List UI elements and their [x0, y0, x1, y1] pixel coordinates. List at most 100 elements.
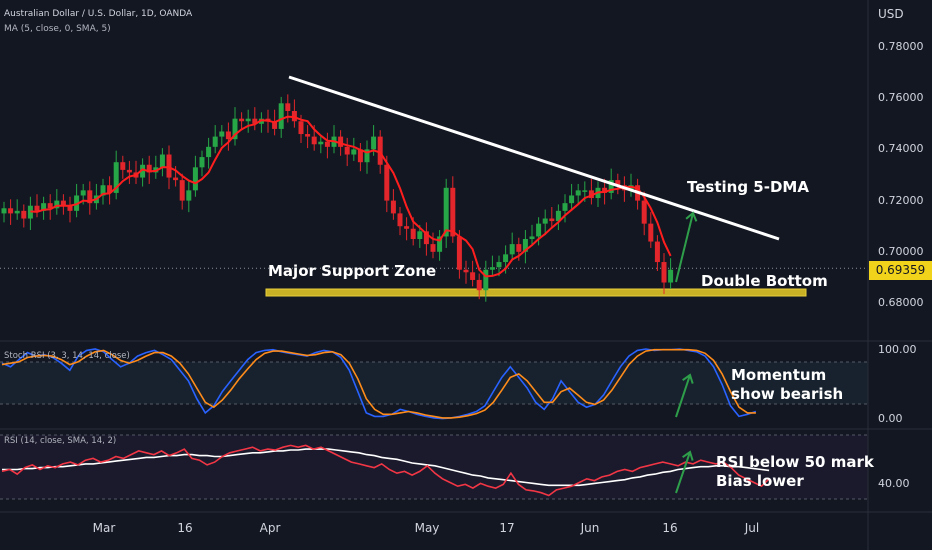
candle-body	[140, 164, 146, 178]
candle-body	[463, 269, 469, 273]
candle-body	[641, 200, 647, 224]
price-tick: 0.70000	[878, 245, 924, 258]
candle-body	[80, 190, 86, 196]
candle-body	[470, 272, 476, 280]
last-price-tag: 0.69359	[869, 261, 932, 280]
candle-body	[67, 205, 73, 211]
candle-body	[107, 185, 113, 193]
stoch-rsi-title: Stoch RSI (3, 3, 14, 14, close)	[4, 351, 130, 361]
candle-body	[582, 190, 588, 192]
candle-body	[21, 210, 27, 219]
candle-body	[225, 131, 231, 140]
candle-body	[364, 149, 370, 163]
candle-body	[338, 136, 344, 147]
candle-body	[357, 149, 363, 163]
candle-body	[206, 146, 212, 158]
candle-body	[351, 149, 357, 155]
x-tick: 17	[499, 521, 515, 535]
price-tick: 0.78000	[878, 40, 924, 53]
candle-body	[371, 136, 377, 150]
stoch-k-line	[1, 348, 757, 420]
x-tick: Jul	[744, 521, 760, 535]
ma-line	[30, 115, 672, 278]
price-arrow-icon-head	[685, 211, 698, 222]
testing-5dma-label: Testing 5-DMA	[687, 178, 809, 196]
candle-body	[278, 103, 284, 129]
candle-body	[324, 141, 330, 147]
candle-body	[450, 187, 456, 237]
candle-body	[14, 210, 20, 214]
candle-body	[562, 203, 568, 211]
x-tick: Apr	[259, 521, 281, 535]
candle-body	[404, 226, 410, 229]
candle-body	[536, 223, 542, 237]
double-bottom-label: Double Bottom	[701, 272, 828, 290]
candle-body	[146, 164, 152, 173]
candle-body	[179, 180, 185, 201]
price-tick: 0.76000	[878, 91, 924, 104]
candle-body	[232, 118, 238, 140]
candle-body	[159, 154, 165, 168]
candle-body	[390, 200, 396, 214]
candle-body	[192, 167, 198, 191]
candle-body	[476, 279, 482, 291]
rsi-label-line2: Bias lower	[716, 472, 804, 490]
candle-body	[509, 244, 515, 255]
stoch-tick: 0.00	[878, 412, 903, 425]
candle-body	[654, 241, 660, 263]
candle-body	[305, 134, 311, 137]
x-tick: May	[414, 521, 440, 535]
symbol-title: Australian Dollar / U.S. Dollar, 1D, OAN…	[4, 9, 193, 19]
x-tick: 16	[177, 521, 193, 535]
candle-body	[344, 146, 350, 155]
rsi-arrow-icon-head	[682, 450, 694, 461]
candle-body	[239, 118, 245, 122]
stoch-band	[0, 362, 868, 404]
candle-body	[377, 136, 383, 165]
candle-body	[219, 131, 225, 137]
candle-body	[311, 136, 317, 145]
candle-body	[173, 177, 179, 181]
candle-body	[569, 195, 575, 204]
candle-body	[615, 180, 621, 186]
candle-body	[397, 213, 403, 227]
price-tick: 0.68000	[878, 296, 924, 309]
candle-body	[199, 157, 205, 168]
candle-body	[483, 269, 489, 291]
candle-body	[555, 210, 561, 222]
rsi-label-line1: RSI below 50 mark	[716, 453, 874, 471]
candle-body	[648, 223, 654, 242]
candle-body	[443, 187, 449, 237]
candle-body	[54, 200, 60, 209]
candle-body	[430, 244, 436, 252]
candle-body	[489, 267, 495, 270]
candle-body	[588, 190, 594, 199]
candle-body	[252, 118, 258, 124]
candle-body	[549, 218, 555, 222]
candle-body	[60, 200, 66, 206]
candle-body	[166, 154, 172, 178]
candle-body	[661, 262, 667, 283]
candle-body	[87, 190, 93, 204]
candle-body	[384, 164, 390, 201]
candle-body	[503, 254, 509, 263]
candle-body	[575, 190, 581, 196]
candle-body	[100, 185, 106, 196]
price-arrow-icon	[675, 212, 694, 283]
candle-body	[298, 121, 304, 135]
rsi-line	[1, 444, 770, 497]
candle-body	[410, 228, 416, 239]
candle-body	[245, 118, 251, 122]
ma-legend: MA (5, close, 0, SMA, 5)	[4, 24, 111, 34]
candle-body	[34, 205, 40, 211]
momentum-label-line1: Momentum	[731, 366, 827, 384]
candle-body	[212, 136, 218, 147]
candle-body	[516, 244, 522, 252]
support-zone-label: Major Support Zone	[268, 262, 437, 280]
currency-label: USD	[878, 7, 904, 21]
rsi-ma-line	[2, 448, 770, 487]
candle-body	[456, 236, 462, 270]
stoch-d-line	[1, 348, 756, 419]
x-tick: Jun	[580, 521, 600, 535]
